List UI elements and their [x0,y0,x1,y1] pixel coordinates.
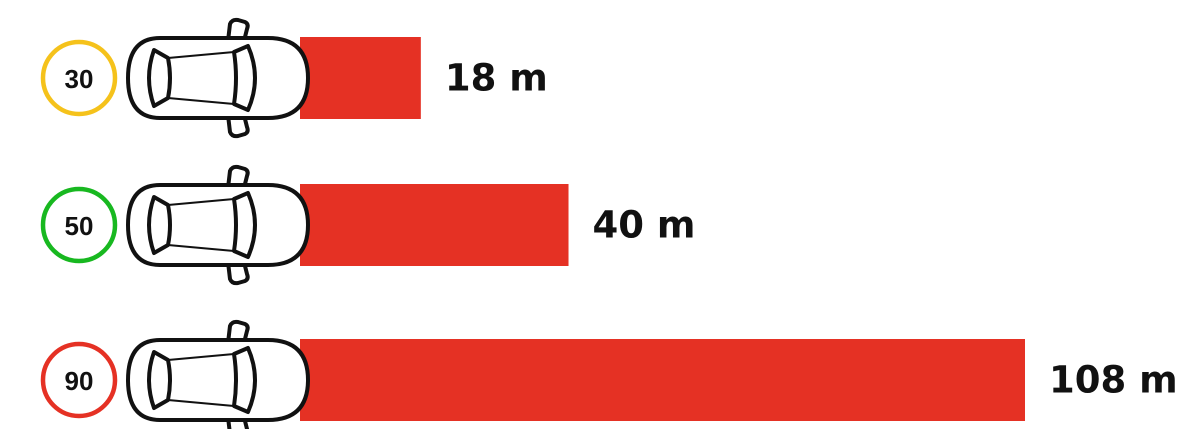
distance-bar-90 [300,339,1025,421]
car-mirror-bottom [226,260,250,286]
car-rear-window [147,195,172,255]
speed-sign-ring-50 [40,186,118,264]
car-roof-line-top [167,353,235,361]
car-mirror-top [226,164,250,190]
speed-sign-ring-90 [40,341,118,419]
distance-label-50: 40 m [593,204,696,247]
car-mirror-top [226,319,250,345]
car-rear-window [147,48,172,108]
car-mirror-top [226,17,250,43]
speed-sign-ring-30 [40,39,118,117]
distance-label-30: 18 m [445,57,548,100]
speed-label-90: 90 [65,366,94,396]
car-windshield [232,191,257,259]
car-roof-line-bottom [167,97,235,105]
car-icon [126,164,310,286]
distance-label-90: 108 m [1049,359,1178,402]
car-windshield [232,346,257,414]
car-roof-line-top [167,51,235,59]
car-rear-window [147,350,172,410]
car-windshield [232,44,257,112]
speed-label-50: 50 [65,211,94,241]
car-roof-line-top [167,198,235,206]
distance-bar-50 [300,184,569,266]
car-mirror-bottom [226,113,250,139]
car-icon [126,319,310,429]
car-roof-line-bottom [167,399,235,407]
car-icon [126,17,310,139]
car-roof-line-bottom [167,244,235,252]
distance-bar-30 [300,37,421,119]
speed-label-30: 30 [65,64,94,94]
